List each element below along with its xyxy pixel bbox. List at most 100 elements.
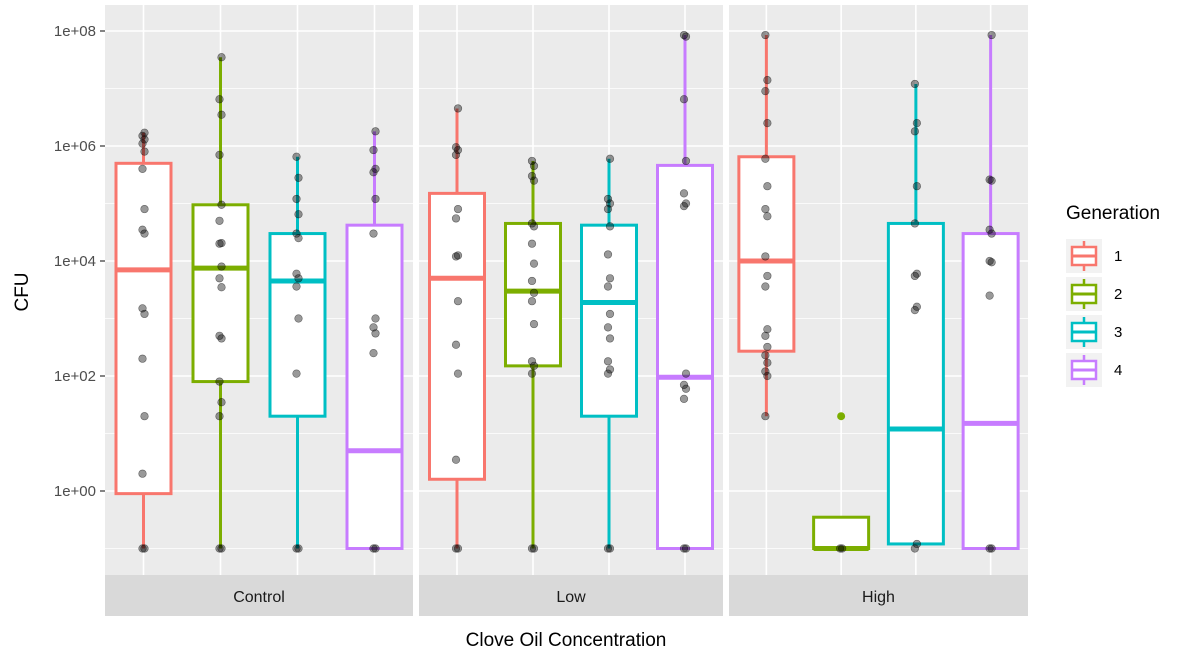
box-iqr	[961, 232, 1020, 550]
data-point	[292, 369, 301, 378]
data-point	[215, 216, 224, 225]
box-iqr	[345, 223, 404, 550]
box-low-gen3	[580, 154, 638, 553]
y-tick-label: 1e+02	[54, 368, 96, 385]
data-point	[910, 79, 919, 89]
data-point	[217, 544, 226, 553]
data-point	[217, 53, 226, 62]
legend-item-1: 1	[1066, 239, 1122, 273]
data-point	[527, 369, 537, 378]
data-point	[215, 331, 224, 340]
data-point	[217, 110, 226, 119]
data-point	[371, 194, 380, 204]
data-point	[985, 175, 994, 184]
box-low-gen1	[428, 104, 486, 553]
box-iqr	[580, 223, 638, 418]
data-point	[217, 238, 226, 248]
data-point	[603, 369, 613, 378]
data-point	[292, 269, 301, 278]
box-iqr	[886, 221, 945, 546]
data-point	[529, 161, 539, 171]
box-control-gen2	[191, 53, 250, 553]
data-point	[294, 210, 303, 219]
data-point	[529, 288, 539, 297]
data-point	[215, 544, 224, 553]
data-point	[215, 377, 224, 386]
box-high-gen2	[812, 412, 871, 553]
data-point	[292, 544, 301, 553]
data-point	[912, 269, 921, 278]
data-point	[138, 164, 147, 173]
data-point	[910, 544, 919, 553]
data-point	[138, 225, 147, 234]
data-point	[292, 229, 301, 238]
data-point	[761, 154, 770, 163]
box-high-gen3	[886, 79, 945, 553]
facet-strip-low	[419, 575, 723, 616]
data-point	[140, 204, 149, 214]
box-iqr	[812, 515, 871, 550]
data-point	[453, 251, 463, 260]
data-point	[761, 367, 770, 376]
data-point	[763, 342, 772, 352]
data-point	[681, 156, 691, 166]
data-point	[681, 369, 691, 378]
data-point	[763, 358, 772, 367]
x-axis-title: Clove Oil Concentration	[466, 630, 667, 651]
data-point	[453, 104, 463, 113]
data-point	[763, 325, 772, 334]
legend-item-3: 3	[1066, 315, 1122, 349]
facet-label-high: High	[862, 589, 895, 606]
data-point	[294, 544, 303, 553]
y-tick-label: 1e+08	[54, 23, 96, 40]
data-point	[294, 274, 303, 283]
data-point	[140, 412, 149, 421]
data-point	[138, 469, 147, 478]
data-point	[138, 544, 147, 553]
data-point	[761, 331, 770, 340]
data-point	[369, 544, 378, 553]
data-point	[140, 147, 149, 156]
data-point	[294, 173, 303, 182]
box-iqr	[268, 232, 327, 418]
data-point	[679, 30, 689, 40]
data-point	[910, 127, 919, 136]
box-control-gen3	[268, 152, 327, 553]
data-point	[292, 194, 301, 204]
data-point	[679, 380, 689, 390]
data-point	[605, 222, 615, 231]
data-point	[527, 219, 537, 228]
data-point	[761, 30, 770, 40]
data-point	[369, 323, 378, 332]
legend-label-1: 1	[1114, 248, 1122, 265]
box-iqr	[191, 203, 250, 384]
y-axis-title: CFU	[12, 272, 33, 311]
box-low-gen2	[504, 156, 562, 553]
data-point	[140, 128, 149, 137]
data-point	[369, 145, 378, 155]
data-point	[763, 182, 772, 191]
data-point	[371, 314, 380, 323]
box-iqr	[737, 155, 796, 353]
data-point	[529, 176, 539, 185]
data-point	[371, 164, 380, 173]
data-point	[451, 340, 461, 349]
data-point	[603, 357, 613, 366]
data-point	[603, 250, 613, 259]
data-point	[763, 271, 772, 281]
data-point	[371, 127, 380, 136]
data-point	[603, 194, 613, 204]
data-point	[603, 544, 613, 553]
legend-item-2: 2	[1066, 277, 1122, 311]
data-point	[453, 544, 463, 553]
data-point	[138, 304, 147, 313]
data-point	[140, 544, 149, 553]
box-iqr	[428, 191, 486, 481]
y-tick-label: 1e+06	[54, 138, 96, 155]
data-point	[763, 371, 772, 381]
data-point	[217, 200, 226, 209]
data-point	[453, 369, 463, 378]
data-point	[527, 156, 537, 166]
data-point	[679, 394, 689, 403]
data-point	[761, 204, 770, 214]
